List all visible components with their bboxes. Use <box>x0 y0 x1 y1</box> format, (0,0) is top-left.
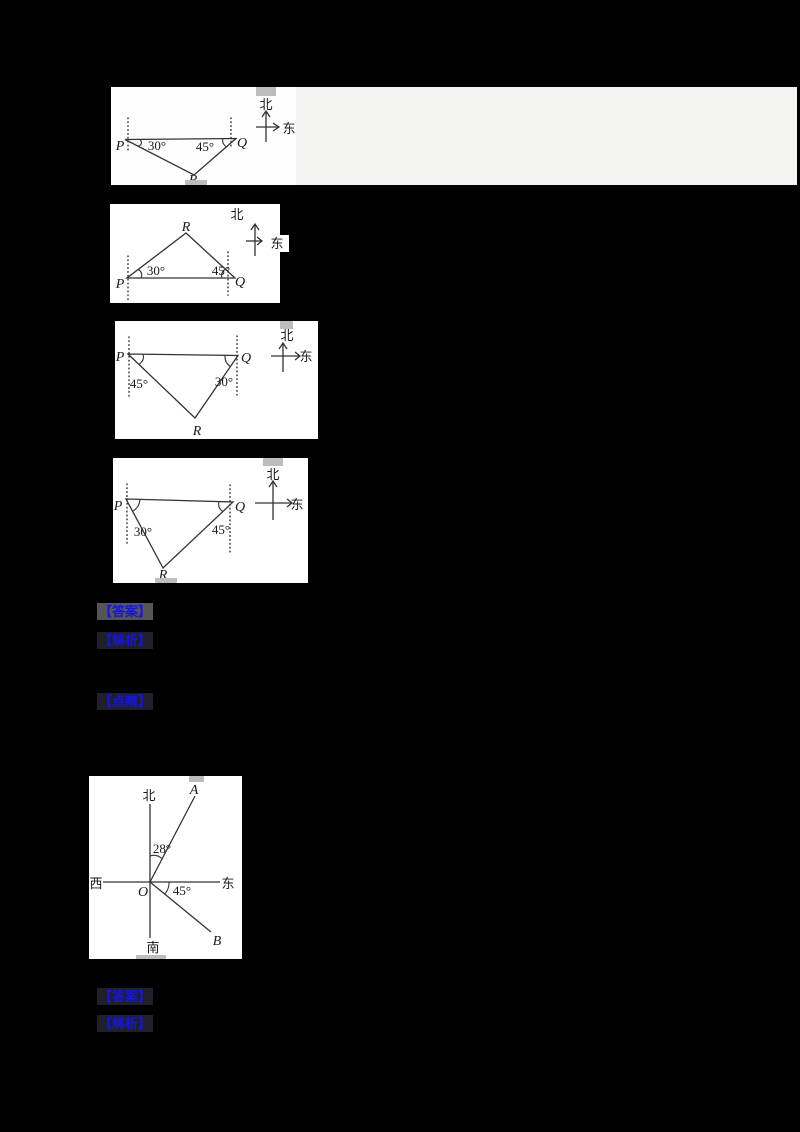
angle-arc-q <box>218 501 224 513</box>
triangle-pqr <box>125 232 237 279</box>
vertex-label-p: P <box>115 139 125 154</box>
vertex-label-r: R <box>158 568 168 583</box>
angle-label-45: 45° <box>173 883 191 898</box>
angle-arc-p <box>138 354 144 365</box>
vertex-label-p: P <box>113 499 123 514</box>
angle-arc-q <box>222 138 227 148</box>
angle-label-q: 45° <box>212 263 230 278</box>
angle-label-p: 30° <box>134 524 152 539</box>
vertex-label-p: P <box>115 277 125 292</box>
angle-arc-45 <box>164 881 170 895</box>
compass-south-label: 南 <box>146 940 159 955</box>
vertex-label-q: Q <box>237 136 247 151</box>
compass-icon <box>246 222 264 256</box>
scan-artifact <box>155 578 177 583</box>
compass-rose-figure: 北 南 西 东 O A B 28° 45° <box>89 783 234 955</box>
triangle-figure-3: P Q R 45° 30° 北 东 <box>115 328 313 439</box>
scan-patch <box>278 235 289 252</box>
compass-north-label: 北 <box>280 328 293 343</box>
ray-oa <box>149 795 196 883</box>
figure-panel-2: P Q R 30° 45° 北 东 <box>110 204 284 303</box>
angle-arc-p <box>137 269 143 279</box>
triangle-figure-4: P Q R 30° 45° 北 东 <box>113 467 304 583</box>
compass-east-label: 东 <box>270 236 283 251</box>
scan-artifact <box>256 87 276 96</box>
compass-east-label: 东 <box>282 121 295 136</box>
compass-icon <box>256 109 281 142</box>
triangle-figure-2: P Q R 30° 45° 北 东 <box>115 207 284 303</box>
vertex-label-q: Q <box>241 351 251 366</box>
figure-panel-1: P Q R 30° 45° 北 东 <box>111 87 797 188</box>
compass-east-label: 东 <box>290 497 303 512</box>
answer-link-2[interactable]: 【答案】 <box>97 988 154 1005</box>
compass-north-label: 北 <box>266 467 279 482</box>
angle-label-p: 45° <box>130 376 148 391</box>
point-label-b: B <box>213 934 222 949</box>
vertex-label-p: P <box>115 350 125 365</box>
angle-label-p: 30° <box>148 138 166 153</box>
answer-link-1[interactable]: 【答案】 <box>97 603 154 620</box>
angle-label-q: 45° <box>196 139 214 154</box>
triangle-pqr <box>124 137 238 176</box>
scan-artifact <box>263 458 283 466</box>
scan-artifact <box>189 776 204 782</box>
triangle-pqr <box>124 498 235 570</box>
angle-label-q: 45° <box>212 522 230 537</box>
compass-north-label: 北 <box>230 207 243 222</box>
figure-panel-4: P Q R 30° 45° 北 东 <box>113 458 308 583</box>
angle-label-28: 28° <box>153 841 171 856</box>
figure-panel-3: P Q R 45° 30° 北 东 <box>115 321 318 439</box>
scan-artifact <box>280 321 293 329</box>
vertex-label-q: Q <box>235 275 245 290</box>
compass-icon <box>271 341 302 372</box>
compass-north-label: 北 <box>142 788 155 803</box>
triangle-pqr <box>126 353 240 419</box>
angle-label-q: 30° <box>215 374 233 389</box>
angle-arc-p <box>138 139 142 147</box>
vertex-label-r: R <box>181 220 191 235</box>
triangle-figure-1: P Q R 30° 45° 北 东 <box>115 97 296 188</box>
ray-ob <box>149 881 212 933</box>
vertex-label-r: R <box>192 424 202 439</box>
compass-east-label: 东 <box>221 876 234 891</box>
angle-arc-p <box>132 499 141 512</box>
angle-arc-q <box>224 355 231 368</box>
scan-artifact <box>185 180 207 185</box>
figure-panel-5: 北 南 西 东 O A B 28° 45° <box>89 776 242 959</box>
scan-artifact <box>136 955 166 959</box>
angle-arc-28 <box>149 854 163 860</box>
compass-west-label: 西 <box>89 876 102 891</box>
analysis-link-1[interactable]: 【解析】 <box>97 632 154 649</box>
analysis-link-2[interactable]: 【解析】 <box>97 1015 154 1032</box>
keypoint-link-1[interactable]: 【点睛】 <box>97 693 154 710</box>
vertex-label-q: Q <box>235 500 245 515</box>
compass-north-label: 北 <box>259 97 272 112</box>
origin-label-o: O <box>138 885 148 900</box>
angle-arc-q <box>221 268 226 279</box>
compass-icon <box>255 479 294 520</box>
point-label-a: A <box>189 783 199 798</box>
compass-east-label: 东 <box>299 349 312 364</box>
angle-label-p: 30° <box>147 263 165 278</box>
